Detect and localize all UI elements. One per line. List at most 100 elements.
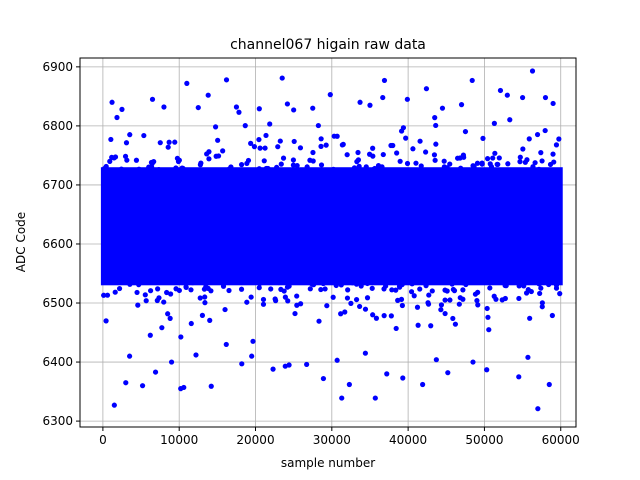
scatter-point [256, 166, 262, 172]
scatter-point [470, 359, 476, 365]
scatter-point [410, 146, 416, 152]
scatter-point [400, 375, 406, 381]
scatter-point [411, 293, 417, 299]
scatter-point [238, 286, 245, 292]
scatter-point [538, 150, 544, 156]
scatter-point [438, 302, 445, 308]
scatter-point [164, 289, 170, 296]
scatter-point [526, 136, 532, 142]
scatter-point [151, 159, 157, 165]
scatter-point [149, 96, 156, 102]
scatter-point [405, 278, 411, 284]
scatter-point [256, 285, 262, 291]
scatter-point [362, 350, 368, 356]
scatter-point [315, 122, 321, 129]
scatter-point [438, 168, 444, 174]
scatter-point [365, 280, 371, 286]
scatter-point [338, 282, 344, 288]
scatter-point [195, 104, 201, 111]
scatter-point [173, 165, 179, 171]
scatter-point [423, 86, 430, 92]
scatter-point [278, 286, 284, 292]
scatter-point [206, 156, 212, 162]
scatter-point [442, 287, 448, 293]
scatter-point [327, 92, 333, 98]
scatter-point [389, 287, 395, 293]
scatter-point [212, 124, 219, 130]
scatter-point [141, 132, 147, 139]
scatter-point [208, 383, 214, 389]
scatter-point [220, 283, 227, 289]
scatter-point [324, 303, 330, 309]
scatter-point [202, 294, 208, 300]
scatter-point [188, 287, 194, 293]
scatter-point [516, 295, 522, 302]
scatter-point [108, 136, 114, 143]
scatter-point [284, 101, 290, 107]
scatter-point [351, 165, 358, 171]
y-tick-label: 6700 [42, 178, 73, 192]
scatter-point [165, 311, 171, 317]
scatter-point [348, 300, 354, 306]
scatter-point [454, 155, 461, 161]
scatter-point [367, 102, 373, 108]
scatter-point [478, 168, 484, 174]
scatter-point [494, 161, 500, 167]
scatter-point [449, 281, 455, 287]
scatter-point [226, 287, 232, 294]
scatter-point [556, 136, 562, 142]
scatter-point [475, 289, 481, 295]
scatter-point [278, 161, 284, 167]
scatter-point [433, 141, 439, 147]
scatter-point [342, 309, 348, 315]
scatter-point [484, 305, 490, 312]
scatter-point [183, 284, 189, 290]
scatter-point [223, 77, 230, 83]
scatter-point [445, 370, 451, 376]
scatter-point [433, 122, 439, 129]
scatter-point [319, 167, 325, 173]
scatter-point [493, 279, 499, 285]
scatter-point [372, 165, 378, 172]
scatter-point [539, 304, 545, 310]
scatter-point [238, 162, 245, 168]
scatter-point [491, 293, 497, 299]
scatter-point [262, 145, 268, 151]
scatter-point [290, 157, 297, 163]
scatter-point [257, 145, 263, 151]
scatter-point [355, 157, 362, 163]
x-tick-label: 20000 [236, 433, 274, 447]
scatter-point [530, 164, 536, 170]
scatter-point [260, 301, 267, 307]
scatter-point [331, 133, 337, 139]
scatter-point [370, 312, 376, 318]
scatter-point [275, 279, 282, 286]
scatter-point [388, 313, 394, 319]
scatter-point [118, 166, 124, 172]
scatter-point [134, 278, 140, 284]
scatter-point [220, 148, 226, 154]
scatter-point [310, 158, 316, 164]
scatter-point [147, 332, 153, 338]
scatter-point [490, 155, 496, 161]
scatter-point [294, 293, 300, 299]
scatter-point [399, 302, 405, 309]
scatter-point [369, 285, 375, 291]
scatter-point [553, 282, 560, 288]
x-tick-label: 40000 [389, 433, 427, 447]
chart-title: channel067 higain raw data [230, 37, 426, 53]
scatter-point [553, 142, 560, 148]
scatter-point [239, 361, 245, 367]
scatter-point [482, 168, 488, 174]
scatter-point [294, 302, 300, 308]
scatter-point [205, 92, 211, 98]
scatter-point [157, 140, 163, 146]
scatter-point [353, 296, 360, 303]
scatter-point [520, 146, 526, 152]
scatter-point [291, 138, 297, 145]
y-tick-label: 6300 [42, 414, 73, 428]
scatter-point [524, 157, 530, 163]
scatter-point [480, 135, 486, 141]
dense-point-cluster [100, 167, 563, 286]
scatter-point [516, 283, 522, 289]
